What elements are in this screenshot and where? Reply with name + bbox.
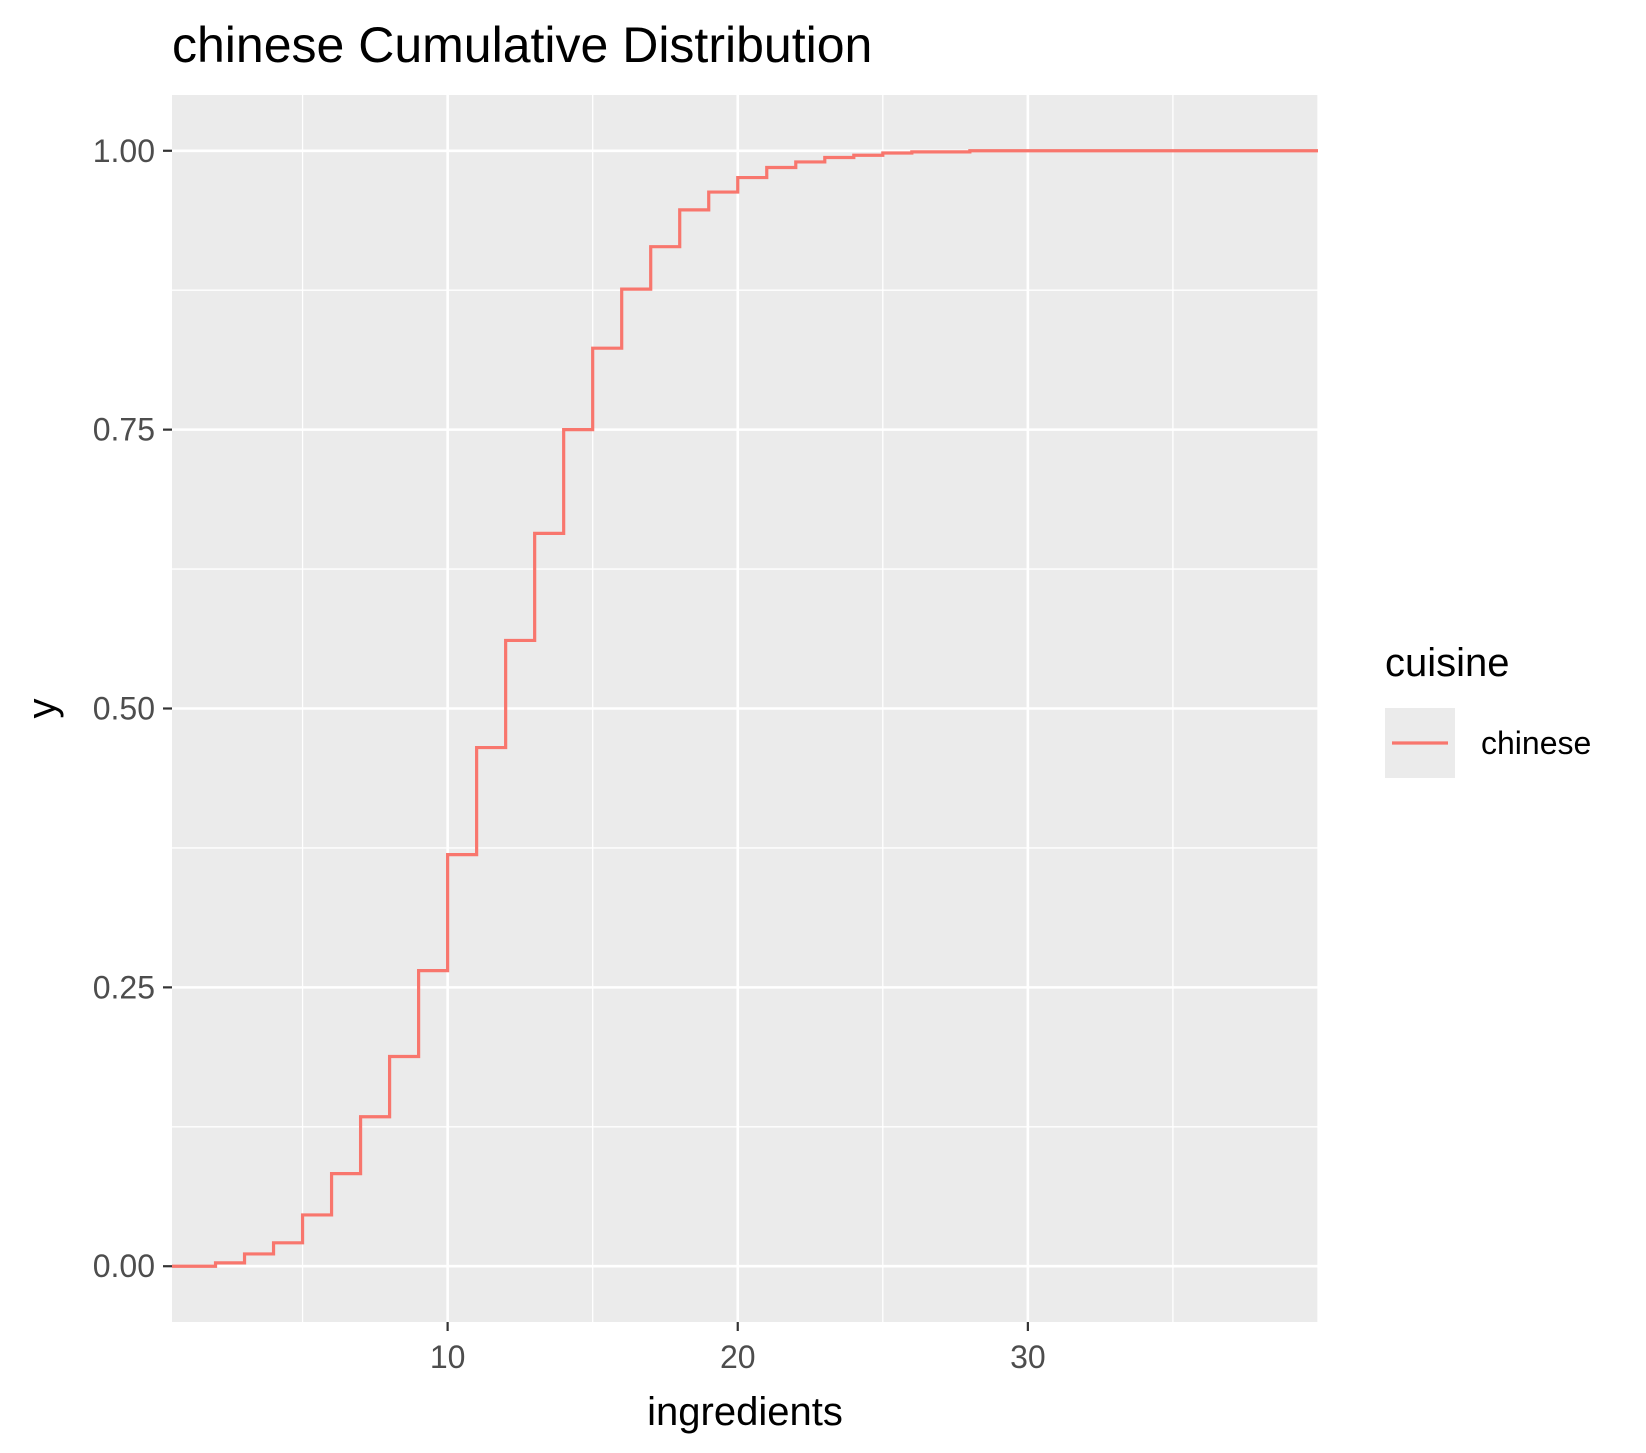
grid-major (172, 95, 1318, 1322)
legend: cuisine chinese (1385, 641, 1591, 778)
x-tick-label: 20 (720, 1339, 756, 1375)
series-layer (172, 149, 1318, 1268)
legend-title: cuisine (1385, 641, 1510, 685)
series-line-chinese (172, 149, 1318, 1268)
chart-title: chinese Cumulative Distribution (172, 17, 872, 73)
x-axis: 10 20 30 (430, 1322, 1046, 1375)
y-tick-label: 1.00 (93, 133, 155, 169)
y-axis-label: y (20, 699, 64, 719)
y-tick-label: 0.25 (93, 969, 155, 1005)
x-tick-label: 10 (430, 1339, 466, 1375)
x-tick-label: 30 (1010, 1339, 1046, 1375)
x-axis-label: ingredients (647, 1390, 843, 1434)
y-tick-label: 0.75 (93, 412, 155, 448)
y-tick-label: 0.00 (93, 1248, 155, 1284)
y-axis: 0.00 0.25 0.50 0.75 1.00 (93, 133, 172, 1284)
y-tick-label: 0.50 (93, 691, 155, 727)
legend-label-chinese: chinese (1481, 725, 1591, 761)
